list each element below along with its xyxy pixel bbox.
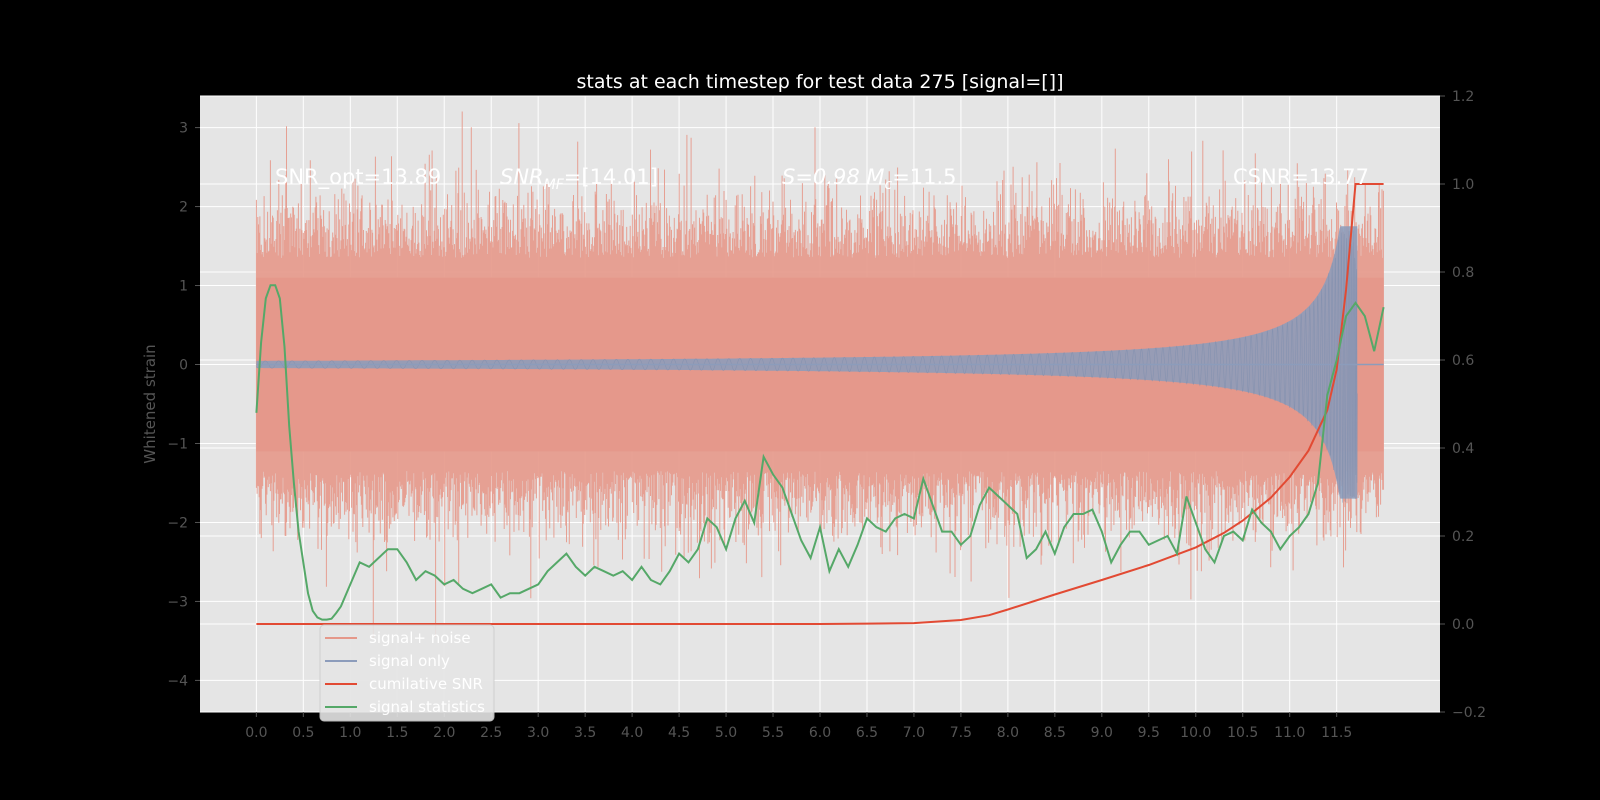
x-tick-label: 9.5 (1138, 725, 1160, 741)
x-tick-label: 2.0 (433, 725, 455, 741)
x-tick-label: 9.0 (1091, 725, 1113, 741)
x-tick-label: 6.5 (856, 725, 878, 741)
right-axis-series (255, 183, 1385, 625)
series-cumulative-snr (256, 183, 1384, 625)
annotation-snr-opt: SNR_opt=13.89 (275, 165, 441, 190)
x-tick-label: 10.0 (1180, 725, 1211, 741)
y2-tick-label: 0.6 (1452, 353, 1474, 369)
x-tick-label: 7.0 (903, 725, 925, 741)
y2-tick-label: 1.2 (1452, 89, 1474, 105)
legend-label: signal only (369, 652, 450, 670)
x-tick-label: 8.0 (997, 725, 1019, 741)
annotation-s-mc: S=0.98 Mc=11.5 (782, 165, 957, 193)
x-tick-label: 1.5 (386, 725, 408, 741)
annotation-text: CSNR=13.77 (1233, 165, 1369, 189)
x-tick-label: 2.5 (480, 725, 502, 741)
y2-tick-label: 0.4 (1452, 441, 1474, 457)
y-tick-label: 2 (179, 200, 188, 216)
legend-label: signal+ noise (369, 629, 471, 647)
x-tick-label: 1.0 (339, 725, 361, 741)
chart-title: stats at each timestep for test data 275… (576, 71, 1063, 93)
signal-envelope (256, 226, 1358, 499)
x-tick-label: 6.0 (809, 725, 831, 741)
series-signal-statistics (255, 284, 1385, 621)
y-tick-label: −2 (167, 515, 188, 531)
x-tick-label: 5.0 (715, 725, 737, 741)
x-tick-label: 11.0 (1274, 725, 1305, 741)
x-tick-label: 3.0 (527, 725, 549, 741)
annotation-snr-mf: SNRMF=[14.01] (500, 165, 658, 193)
y-tick-label: −3 (167, 594, 188, 610)
legend-box (319, 624, 495, 722)
y-tick-label: 1 (179, 279, 188, 295)
y-tick-label: 0 (179, 358, 188, 374)
signal-oscillation (256, 230, 1358, 503)
legend-label: cumilative SNR (369, 675, 483, 693)
y2-tick-label: 0.0 (1452, 617, 1474, 633)
y2-tick-label: 0.8 (1452, 265, 1474, 281)
annotation-value: =[14.01] (564, 165, 658, 189)
y2-tick-label: 0.2 (1452, 529, 1474, 545)
x-tick-label: 8.5 (1044, 725, 1066, 741)
annotation-subscript: c (884, 177, 892, 193)
x-tick-label: 5.5 (762, 725, 784, 741)
annotation-value: =11.5 (892, 165, 956, 189)
x-tick-label: 4.0 (621, 725, 643, 741)
x-tick-label: 0.0 (245, 725, 267, 741)
legend-label: signal statistics (369, 698, 485, 716)
y2-tick-label: −0.2 (1452, 705, 1486, 721)
y-tick-label: −1 (167, 436, 188, 452)
annotation-text: SNR (500, 165, 544, 189)
series-signal-only (256, 226, 1384, 503)
x-tick-label: 7.5 (950, 725, 972, 741)
annotations: SNR_opt=13.89 SNRMF=[14.01] S=0.98 Mc=11.5… (275, 165, 1369, 193)
x-tick-label: 3.5 (574, 725, 596, 741)
y-tick-label: 3 (179, 121, 188, 137)
annotation-csnr: CSNR=13.77 (1233, 165, 1369, 189)
legend: signal+ noise signal only cumilative SNR si… (319, 624, 495, 722)
x-tick-label: 4.5 (668, 725, 690, 741)
y2-tick-label: 1.0 (1452, 177, 1474, 193)
annotation-text: S=0.98 M (782, 165, 884, 189)
annotation-text: SNR_opt=13.89 (275, 165, 441, 190)
x-tick-label: 0.5 (292, 725, 314, 741)
y-axis-label: Whitened strain (141, 344, 159, 463)
x-tick-label: 11.5 (1321, 725, 1352, 741)
annotation-subscript: MF (544, 177, 565, 193)
axes: 0.0 0.5 1.0 1.5 2.0 2.5 3.0 3.5 4.0 4.5 5.0 5.5 6.0 6… (167, 89, 1486, 741)
x-tick-label: 10.5 (1227, 725, 1258, 741)
y-tick-label: −4 (167, 673, 188, 689)
